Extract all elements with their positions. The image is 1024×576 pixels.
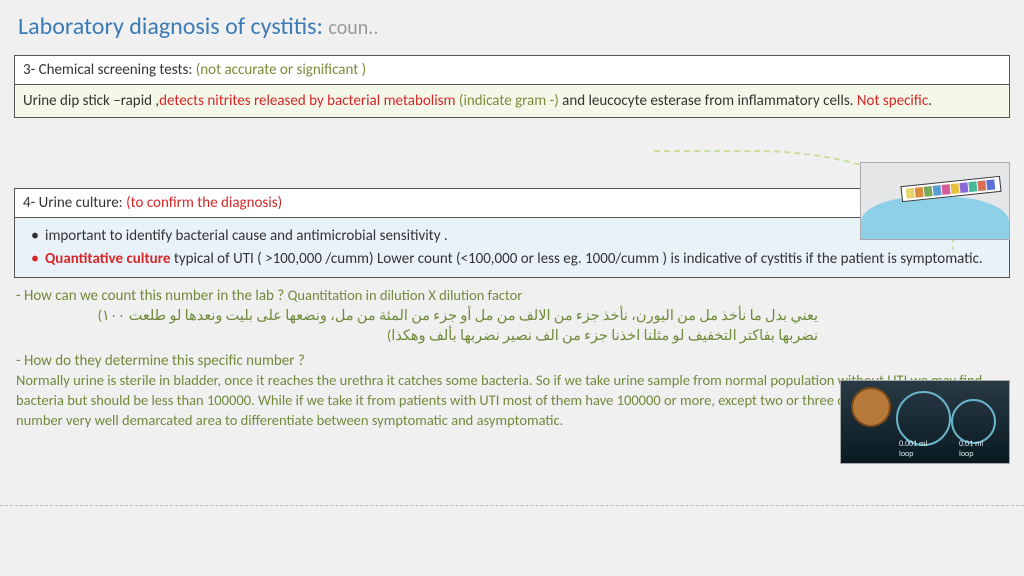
list-item: important to identify bacterial cause an… — [23, 226, 1001, 246]
title-continuation: coun.. — [328, 16, 378, 40]
section-3-box: 3- Chemical screening tests: (not accura… — [14, 55, 1010, 118]
s4-li1: important to identify bacterial cause an… — [45, 227, 448, 245]
s3-text-f: . — [928, 92, 932, 110]
section-4-note: (to confirm the diagnosis) — [126, 194, 282, 212]
list-item: Quantitative culture typical of UTI ( >1… — [23, 249, 1001, 269]
loop-label-2: 0.01 ml loop — [959, 439, 983, 459]
section-3-body: Urine dip stick –rapid ,detects nitrites… — [15, 85, 1009, 117]
notes-q1: - How can we count this number in the la… — [16, 287, 288, 305]
section-3-note: (not accurate or significant ) — [196, 61, 366, 79]
loop-label-1: 0.001 ml loop — [899, 439, 927, 459]
notes-q1a: Quantitation in dilution X dilution fact… — [288, 286, 523, 304]
s3-text-a: Urine dip stick –rapid , — [23, 92, 159, 110]
arabic-line-2: نضربها بفاكتر التخفيف لو مثلنا اخذنا جزء… — [16, 326, 818, 346]
section-4-list: important to identify bacterial cause an… — [23, 226, 1001, 269]
s4-li2a: Quantitative culture — [45, 250, 170, 268]
s4-li2b: typical of UTI ( >100,000 /cumm) Lower c… — [170, 250, 982, 268]
section-4-body: important to identify bacterial cause an… — [15, 218, 1009, 277]
s3-text-c: (indicate gram -) — [459, 92, 562, 110]
cut-line — [0, 505, 1024, 506]
s3-text-d: and leucocyte esterase from inflammatory… — [562, 92, 857, 110]
notes-q2: - How do they determine this specific nu… — [16, 351, 1008, 371]
section-3-header: 3- Chemical screening tests: (not accura… — [15, 56, 1009, 85]
page-title: Laboratory diagnosis of cystitis: coun.. — [0, 0, 1024, 49]
title-main: Laboratory diagnosis of cystitis: — [18, 12, 323, 41]
loop-image: 0.001 ml loop 0.01 ml loop — [840, 380, 1010, 464]
arabic-line-1: يعني بدل ما نأخذ مل من اليورن، نأخذ جزء … — [16, 306, 818, 326]
section-3-title: 3- Chemical screening tests: — [23, 61, 196, 79]
section-4-title: 4- Urine culture: — [23, 194, 126, 212]
s3-text-b: detects nitrites released by bacterial m… — [159, 92, 459, 110]
s3-text-e: Not specific — [857, 92, 928, 110]
